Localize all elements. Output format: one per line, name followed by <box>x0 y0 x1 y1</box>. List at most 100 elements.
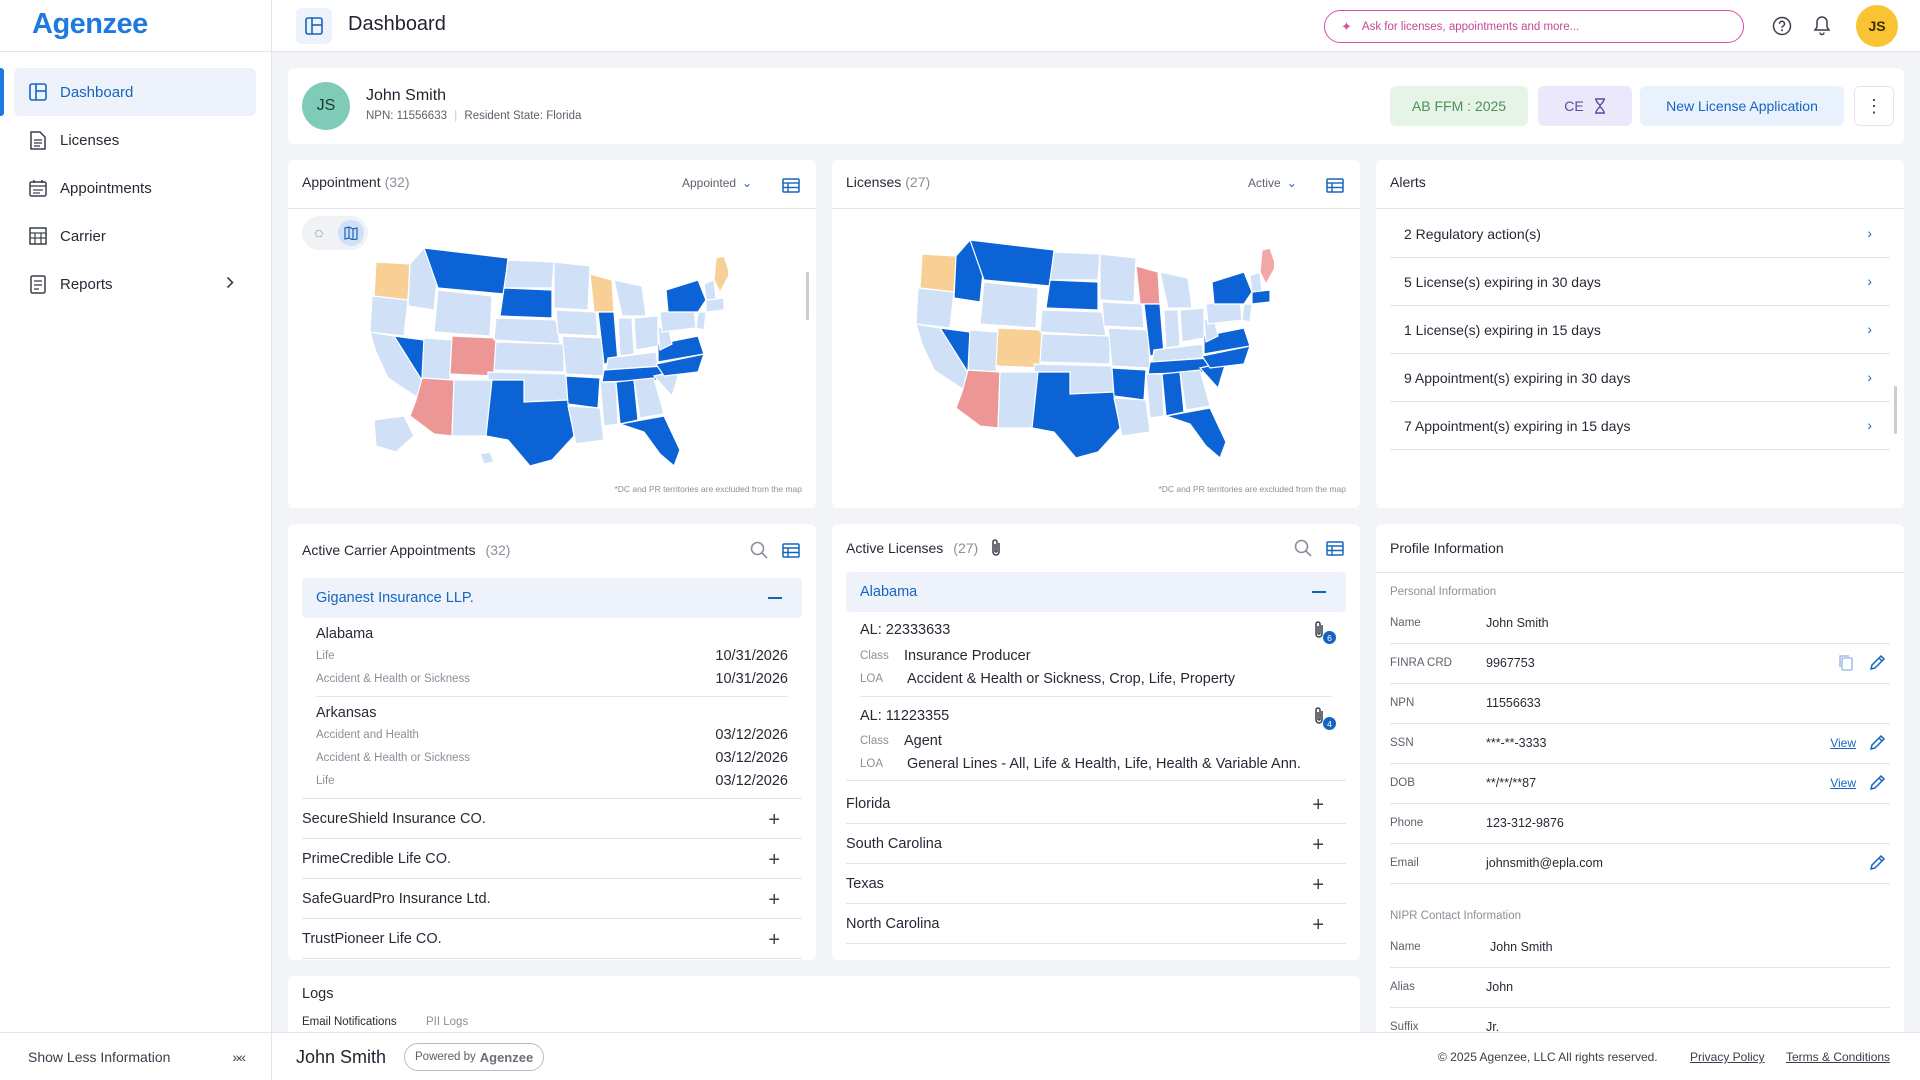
state-oh[interactable] <box>1179 307 1205 343</box>
state-la[interactable] <box>1113 397 1151 437</box>
state-al[interactable] <box>1161 371 1185 417</box>
state-ma-ct[interactable] <box>705 297 725 313</box>
carrier-accordion-row[interactable]: PrimeCredible Life CO. + <box>302 839 802 879</box>
state-co[interactable] <box>449 335 497 377</box>
state-wa[interactable] <box>919 253 957 293</box>
state-vt-nh[interactable] <box>1249 271 1263 293</box>
sidebar-item-licenses[interactable]: Licenses <box>14 116 256 164</box>
state-ut[interactable] <box>421 337 453 381</box>
collapse-minus-icon[interactable] <box>768 597 782 599</box>
state-wi[interactable] <box>589 273 615 313</box>
state-ga[interactable] <box>1179 369 1211 411</box>
view-ssn-link[interactable]: View <box>1830 736 1856 750</box>
search-icon[interactable] <box>1294 539 1312 557</box>
dashboard-layout-button[interactable] <box>296 8 332 44</box>
state-nd[interactable] <box>503 259 555 289</box>
state-nm[interactable] <box>451 379 493 437</box>
expand-plus-icon[interactable]: + <box>1312 794 1324 816</box>
alert-item-license-15[interactable]: 1 License(s) expiring in 15 days › <box>1390 306 1890 354</box>
state-in[interactable] <box>1163 309 1181 349</box>
state-fl[interactable] <box>1165 407 1227 460</box>
user-avatar[interactable]: JS <box>1856 5 1898 47</box>
state-co[interactable] <box>995 327 1043 369</box>
donut-chart-icon[interactable]: ◌ <box>314 224 324 242</box>
state-nj[interactable] <box>1241 303 1253 323</box>
edit-pencil-icon[interactable] <box>1868 734 1886 752</box>
state-nm[interactable] <box>997 371 1039 429</box>
edit-pencil-icon[interactable] <box>1868 654 1886 672</box>
help-icon[interactable] <box>1772 16 1792 36</box>
tab-pii-logs[interactable]: PII Logs <box>426 1016 469 1028</box>
state-accordion-row[interactable]: Texas + <box>846 864 1346 904</box>
license-attachments[interactable]: 6 <box>1312 620 1336 644</box>
license-attachments[interactable]: 4 <box>1312 706 1336 730</box>
carrier-accordion-open[interactable]: Giganest Insurance LLP. <box>302 578 802 618</box>
state-nd[interactable] <box>1049 251 1101 281</box>
state-sd[interactable] <box>1045 279 1099 311</box>
state-accordion-row[interactable]: South Carolina + <box>846 824 1346 864</box>
state-ms[interactable] <box>599 381 619 427</box>
state-accordion-row[interactable]: North Carolina + <box>846 904 1346 944</box>
ce-button[interactable]: CE <box>1538 86 1632 126</box>
state-tx[interactable] <box>1031 371 1121 459</box>
table-view-icon[interactable] <box>1326 178 1344 193</box>
alert-item-regulatory[interactable]: 2 Regulatory action(s) › <box>1390 210 1890 258</box>
state-ny[interactable] <box>1211 271 1253 305</box>
state-mn[interactable] <box>1099 253 1137 303</box>
state-or[interactable] <box>369 295 409 337</box>
state-ks[interactable] <box>1039 333 1111 365</box>
state-ar[interactable] <box>1111 367 1147 401</box>
agenzee-logo[interactable]: Agenzee <box>32 8 148 40</box>
state-ma-ct[interactable] <box>1251 289 1271 305</box>
collapse-sidebar-icon[interactable]: »« <box>232 1049 246 1065</box>
state-mo[interactable] <box>561 335 605 377</box>
state-ar[interactable] <box>565 375 601 409</box>
view-dob-link[interactable]: View <box>1830 776 1856 790</box>
state-ia[interactable] <box>555 309 599 337</box>
more-options-icon[interactable]: ⋮ <box>1854 86 1894 126</box>
state-me[interactable] <box>1259 247 1274 286</box>
state-nj[interactable] <box>695 311 707 331</box>
sidebar-item-reports[interactable]: Reports <box>14 260 256 308</box>
carrier-accordion-row[interactable]: SafeGuardPro Insurance Ltd. + <box>302 879 802 919</box>
expand-plus-icon[interactable]: + <box>1312 834 1324 856</box>
scrollbar[interactable] <box>1894 386 1897 434</box>
expand-plus-icon[interactable]: + <box>768 889 780 911</box>
map-icon[interactable] <box>338 220 364 246</box>
appointment-status-dropdown[interactable]: Appointed ⌄ <box>682 176 752 190</box>
state-ak[interactable] <box>373 415 415 453</box>
state-la[interactable] <box>567 405 605 445</box>
ab-ffm-badge[interactable]: AB FFM : 2025 <box>1390 86 1528 126</box>
state-accordion-open[interactable]: Alabama <box>846 572 1346 612</box>
carrier-accordion-row[interactable]: TrustPioneer Life CO. + <box>302 919 802 959</box>
state-tx[interactable] <box>485 379 575 467</box>
us-licenses-map[interactable] <box>914 232 1274 462</box>
state-hi[interactable] <box>479 451 495 465</box>
search-icon[interactable] <box>750 541 768 559</box>
expand-plus-icon[interactable]: + <box>768 809 780 831</box>
alert-item-appointment-30[interactable]: 9 Appointment(s) expiring in 30 days › <box>1390 354 1890 402</box>
copy-icon[interactable] <box>1838 654 1854 672</box>
state-sd[interactable] <box>499 287 553 319</box>
terms-conditions-link[interactable]: Terms & Conditions <box>1786 1050 1891 1064</box>
privacy-policy-link[interactable]: Privacy Policy <box>1690 1050 1765 1064</box>
edit-pencil-icon[interactable] <box>1868 854 1886 872</box>
map-view-toggle[interactable]: ◌ <box>302 216 368 250</box>
us-appointment-map[interactable] <box>368 240 728 470</box>
carrier-accordion-row[interactable]: SecureShield Insurance CO. + <box>302 799 802 839</box>
table-view-icon[interactable] <box>782 178 800 193</box>
state-mi[interactable] <box>613 279 647 317</box>
attachment-icon[interactable] <box>990 538 1002 558</box>
alert-item-appointment-15[interactable]: 7 Appointment(s) expiring in 15 days › <box>1390 402 1890 450</box>
state-vt-nh[interactable] <box>703 279 717 301</box>
expand-plus-icon[interactable]: + <box>1312 874 1324 896</box>
state-mi[interactable] <box>1159 271 1193 309</box>
tab-email-notifications[interactable]: Email Notifications <box>302 1016 397 1028</box>
license-status-dropdown[interactable]: Active ⌄ <box>1248 176 1297 190</box>
state-wi[interactable] <box>1135 265 1161 305</box>
sidebar-item-appointments[interactable]: Appointments <box>14 164 256 212</box>
table-view-icon[interactable] <box>782 543 800 558</box>
expand-plus-icon[interactable]: + <box>1312 914 1324 936</box>
state-fl[interactable] <box>619 415 681 468</box>
scrollbar[interactable] <box>806 272 809 320</box>
